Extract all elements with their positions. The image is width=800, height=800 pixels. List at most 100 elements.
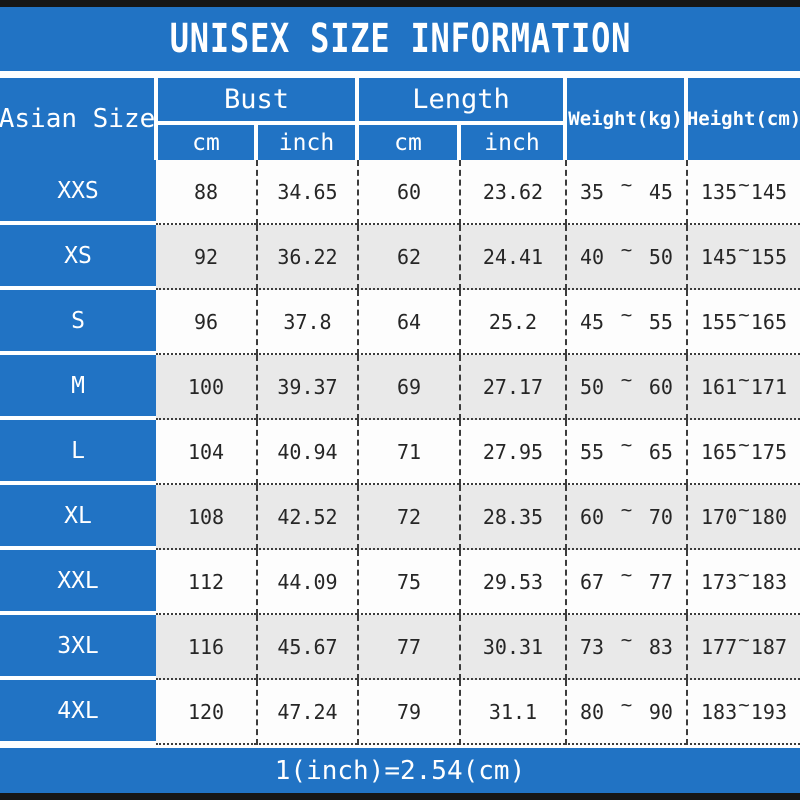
header-height: Height(cm) xyxy=(687,78,800,160)
table-row: L 104 40.94 71 27.95 55 ~ 65 165 ~ 175 xyxy=(0,420,800,485)
table-row: S 96 37.8 64 25.2 45 ~ 55 155 ~ 165 xyxy=(0,290,800,355)
weight-max: 83 xyxy=(648,634,673,659)
height-min: 170 xyxy=(701,504,738,529)
tilde-icon: ~ xyxy=(738,628,750,651)
weight-min: 73 xyxy=(580,634,605,659)
length-inch-cell: 27.17 xyxy=(459,355,565,420)
height-min: 173 xyxy=(701,569,738,594)
bust-inch-cell: 36.22 xyxy=(256,225,357,290)
weight-range-cell: 35 ~ 45 xyxy=(565,160,686,225)
tilde-icon: ~ xyxy=(738,303,750,326)
table-row: 4XL 120 47.24 79 31.1 80 ~ 90 183 ~ 193 xyxy=(0,680,800,745)
height-min: 155 xyxy=(701,309,738,334)
height-min: 145 xyxy=(701,244,738,269)
length-cm-cell: 79 xyxy=(357,680,459,745)
length-inch-cell: 30.31 xyxy=(459,615,565,680)
height-min: 177 xyxy=(701,634,738,659)
bust-cm-cell: 108 xyxy=(156,485,256,550)
weight-max: 55 xyxy=(648,309,673,334)
conversion-footer: 1(inch)=2.54(cm) xyxy=(0,748,800,793)
weight-range-cell: 67 ~ 77 xyxy=(565,550,686,615)
height-max: 155 xyxy=(750,244,787,269)
header-bust-cm: cm xyxy=(158,125,254,160)
size-cell: M xyxy=(0,355,156,420)
tilde-icon: ~ xyxy=(738,368,750,391)
weight-max: 90 xyxy=(648,699,673,724)
tilde-icon: ~ xyxy=(620,628,633,651)
bust-cm-cell: 112 xyxy=(156,550,256,615)
bust-cm-cell: 88 xyxy=(156,160,256,225)
bust-inch-cell: 45.67 xyxy=(256,615,357,680)
tilde-icon: ~ xyxy=(738,433,750,456)
weight-range-cell: 60 ~ 70 xyxy=(565,485,686,550)
page-title: UNISEX SIZE INFORMATION xyxy=(169,16,631,62)
header-length-inch: inch xyxy=(461,125,563,160)
height-max: 175 xyxy=(750,439,787,464)
height-range-cell: 170 ~ 180 xyxy=(686,485,800,550)
weight-min: 45 xyxy=(580,309,605,334)
bust-inch-cell: 39.37 xyxy=(256,355,357,420)
header-bust-group: Bust xyxy=(158,78,355,121)
tilde-icon: ~ xyxy=(620,563,633,586)
bust-inch-cell: 42.52 xyxy=(256,485,357,550)
bust-cm-cell: 116 xyxy=(156,615,256,680)
length-inch-cell: 27.95 xyxy=(459,420,565,485)
tilde-icon: ~ xyxy=(620,238,633,261)
weight-max: 77 xyxy=(648,569,673,594)
length-cm-cell: 77 xyxy=(357,615,459,680)
length-cm-cell: 64 xyxy=(357,290,459,355)
weight-range-cell: 73 ~ 83 xyxy=(565,615,686,680)
header-asian-size: Asian Size xyxy=(0,78,155,160)
tilde-icon: ~ xyxy=(738,173,750,196)
height-min: 183 xyxy=(701,699,738,724)
length-inch-cell: 29.53 xyxy=(459,550,565,615)
table-row: XXL 112 44.09 75 29.53 67 ~ 77 173 ~ 183 xyxy=(0,550,800,615)
table-row: XL 108 42.52 72 28.35 60 ~ 70 170 ~ 180 xyxy=(0,485,800,550)
size-cell: S xyxy=(0,290,156,355)
weight-max: 60 xyxy=(648,374,673,399)
length-cm-cell: 71 xyxy=(357,420,459,485)
bust-inch-cell: 40.94 xyxy=(256,420,357,485)
tilde-icon: ~ xyxy=(620,498,633,521)
height-range-cell: 135 ~ 145 xyxy=(686,160,800,225)
height-max: 171 xyxy=(750,374,787,399)
height-min: 135 xyxy=(701,179,738,204)
weight-range-cell: 45 ~ 55 xyxy=(565,290,686,355)
size-cell: 3XL xyxy=(0,615,156,680)
bust-inch-cell: 47.24 xyxy=(256,680,357,745)
header-weight: Weight(kg) xyxy=(567,78,684,160)
size-cell: L xyxy=(0,420,156,485)
size-cell: XXL xyxy=(0,550,156,615)
tilde-icon: ~ xyxy=(620,433,633,456)
bust-cm-cell: 96 xyxy=(156,290,256,355)
footer-separator xyxy=(0,745,800,748)
tilde-icon: ~ xyxy=(738,238,750,261)
conversion-note: 1(inch)=2.54(cm) xyxy=(274,755,526,786)
bust-cm-cell: 104 xyxy=(156,420,256,485)
tilde-icon: ~ xyxy=(620,303,633,326)
weight-min: 80 xyxy=(580,699,605,724)
table-body: XXS 88 34.65 60 23.62 35 ~ 45 135 ~ 145 … xyxy=(0,160,800,745)
table-row: M 100 39.37 69 27.17 50 ~ 60 161 ~ 171 xyxy=(0,355,800,420)
bust-cm-cell: 100 xyxy=(156,355,256,420)
weight-max: 50 xyxy=(648,244,673,269)
height-range-cell: 165 ~ 175 xyxy=(686,420,800,485)
height-range-cell: 155 ~ 165 xyxy=(686,290,800,355)
title-banner: UNISEX SIZE INFORMATION xyxy=(0,7,800,71)
length-cm-cell: 60 xyxy=(357,160,459,225)
tilde-icon: ~ xyxy=(620,368,633,391)
height-max: 193 xyxy=(750,699,787,724)
bust-inch-cell: 34.65 xyxy=(256,160,357,225)
weight-min: 40 xyxy=(580,244,605,269)
size-cell: XXS xyxy=(0,160,156,225)
weight-range-cell: 40 ~ 50 xyxy=(565,225,686,290)
length-cm-cell: 75 xyxy=(357,550,459,615)
tilde-icon: ~ xyxy=(620,693,633,716)
tilde-icon: ~ xyxy=(738,693,750,716)
weight-range-cell: 80 ~ 90 xyxy=(565,680,686,745)
length-inch-cell: 28.35 xyxy=(459,485,565,550)
size-cell: XL xyxy=(0,485,156,550)
height-max: 145 xyxy=(750,179,787,204)
tilde-icon: ~ xyxy=(738,563,750,586)
height-max: 183 xyxy=(750,569,787,594)
